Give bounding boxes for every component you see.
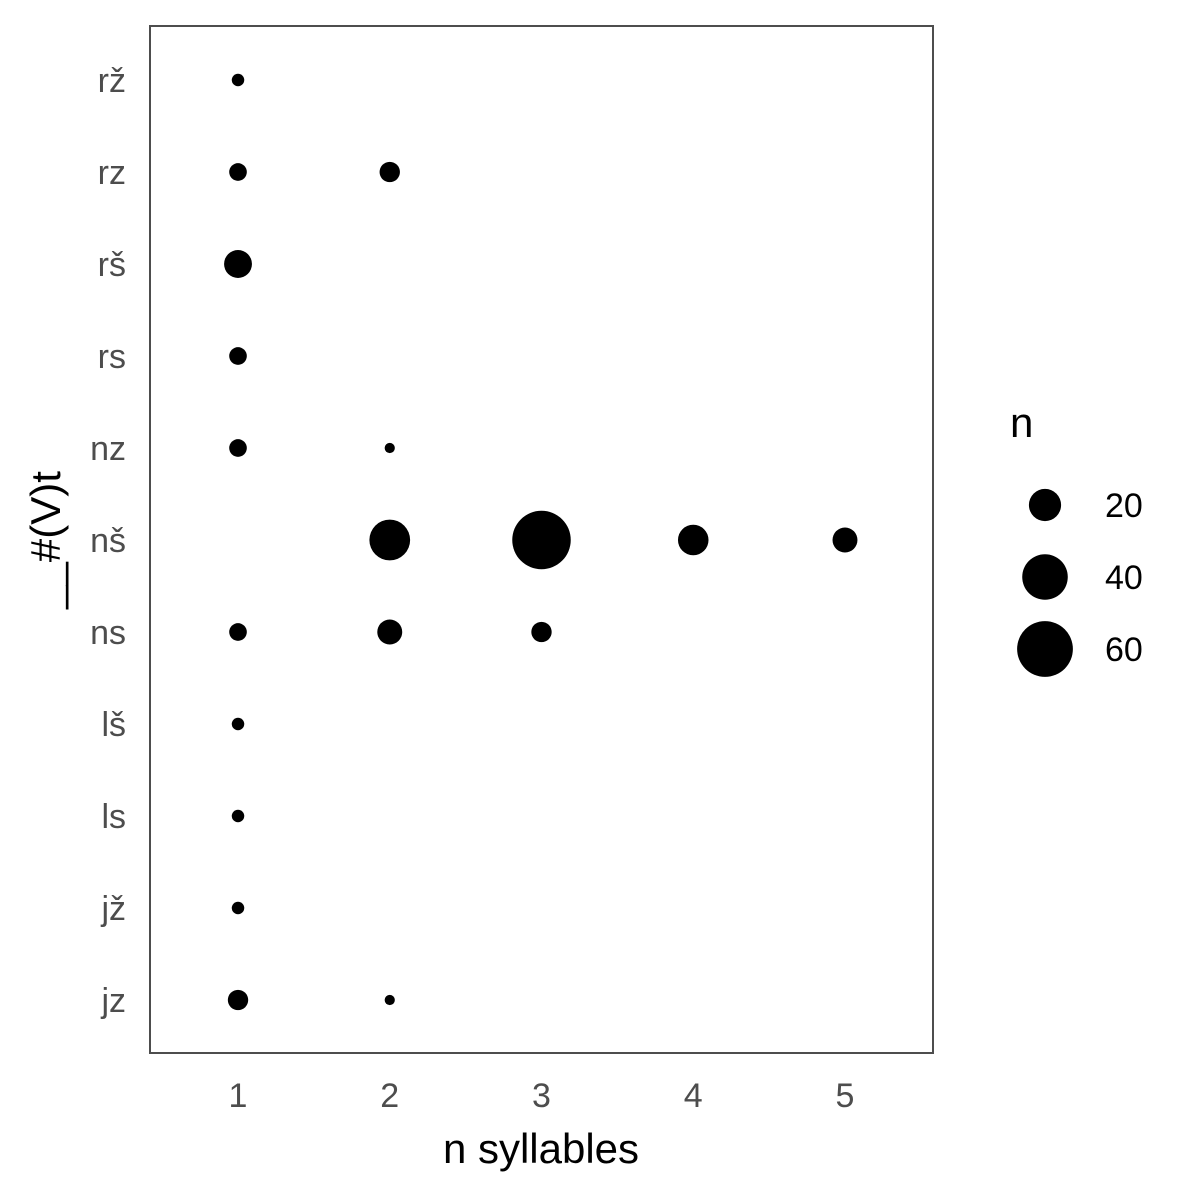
legend-key-label: 40 <box>1105 559 1143 597</box>
x-tick-group: 1 2 3 4 5 <box>229 1077 855 1115</box>
legend-key-circle <box>1028 488 1062 522</box>
size-legend: 20 40 60 <box>1017 487 1143 677</box>
y-tick-label: rž <box>98 62 126 100</box>
legend-title: n <box>1010 399 1033 446</box>
x-tick-label: 4 <box>684 1077 703 1115</box>
y-tick-label: ls <box>101 798 126 836</box>
legend-key-label: 60 <box>1105 631 1143 669</box>
data-point <box>229 439 247 457</box>
x-tick-label: 3 <box>532 1077 551 1115</box>
data-point <box>379 161 400 183</box>
y-tick-group: jz jž ls lš ns nš nz rs rš rz rž <box>90 62 126 1020</box>
data-point <box>224 250 252 278</box>
data-point <box>229 347 247 365</box>
data-point <box>677 524 709 556</box>
data-point <box>227 989 249 1011</box>
y-tick-label: ns <box>90 614 126 652</box>
y-tick-label: nz <box>90 430 126 468</box>
data-point <box>384 994 395 1006</box>
y-tick-label: jž <box>100 890 126 928</box>
y-tick-label: rz <box>98 154 126 192</box>
x-axis-title: n syllables <box>443 1125 639 1172</box>
x-tick-label: 2 <box>380 1077 399 1115</box>
data-point <box>369 519 411 561</box>
data-point <box>231 809 245 823</box>
y-tick-label: rs <box>98 338 126 376</box>
y-tick-label: nš <box>90 522 126 560</box>
y-tick-label: lš <box>101 706 126 744</box>
point-group <box>224 73 858 1011</box>
plot-panel-border <box>149 25 934 1054</box>
data-point <box>512 510 571 570</box>
data-point <box>377 619 403 645</box>
data-point <box>832 527 858 553</box>
legend-key-circle <box>1022 554 1068 600</box>
y-tick-label: rš <box>98 246 126 284</box>
data-point <box>231 717 245 731</box>
y-tick-label: jz <box>100 982 126 1020</box>
data-point <box>231 901 245 915</box>
data-point <box>231 73 245 87</box>
y-axis-title: __#(V)t <box>22 471 69 610</box>
data-point <box>384 442 395 454</box>
x-tick-label: 5 <box>836 1077 855 1115</box>
data-point <box>531 621 552 643</box>
legend-key-circle <box>1017 621 1073 677</box>
data-point <box>229 163 247 181</box>
legend-key-label: 20 <box>1105 487 1143 525</box>
data-point <box>229 623 247 641</box>
x-tick-label: 1 <box>229 1077 248 1115</box>
